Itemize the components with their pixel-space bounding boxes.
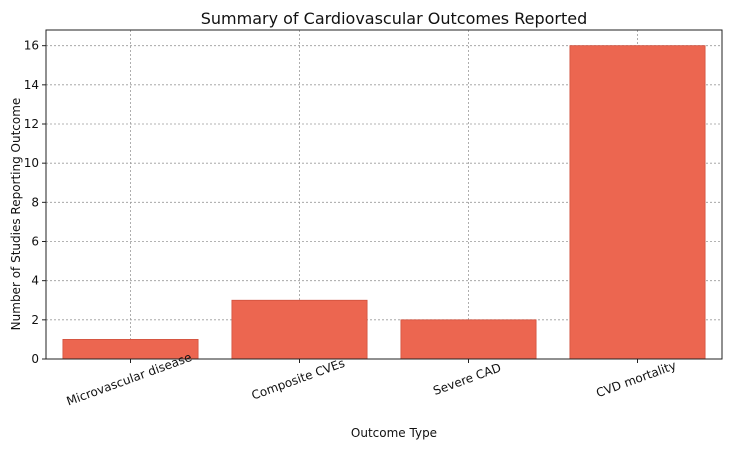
x-tick-label: Composite CVEs — [250, 356, 347, 403]
y-tick-label: 4 — [31, 274, 39, 288]
bar-severe-cad — [400, 319, 537, 360]
plot-frame — [45, 29, 723, 360]
x-axis-label: Outcome Type — [351, 426, 437, 440]
grid — [46, 30, 722, 360]
x-tick-label: Severe CAD — [431, 360, 503, 398]
y-tick-label: 8 — [31, 195, 39, 209]
y-tick-label: 6 — [31, 235, 39, 249]
y-axis-label: Number of Studies Reporting Outcome — [9, 98, 23, 331]
y-tick-label: 2 — [31, 313, 39, 327]
y-tick-label: 10 — [24, 156, 39, 170]
y-tick-label: 14 — [24, 78, 39, 92]
y-tick-label: 0 — [31, 352, 39, 366]
y-axis-ticks: 0 2 4 6 8 10 12 14 16 — [24, 39, 46, 366]
y-tick-label: 12 — [24, 117, 39, 131]
bars — [62, 45, 706, 360]
y-tick-label: 16 — [24, 39, 39, 53]
x-tick-label: CVD mortality — [594, 358, 678, 400]
chart-title: Summary of Cardiovascular Outcomes Repor… — [201, 9, 588, 28]
bar-composite-cves — [231, 299, 368, 360]
bar-cvd-mortality — [569, 45, 706, 360]
